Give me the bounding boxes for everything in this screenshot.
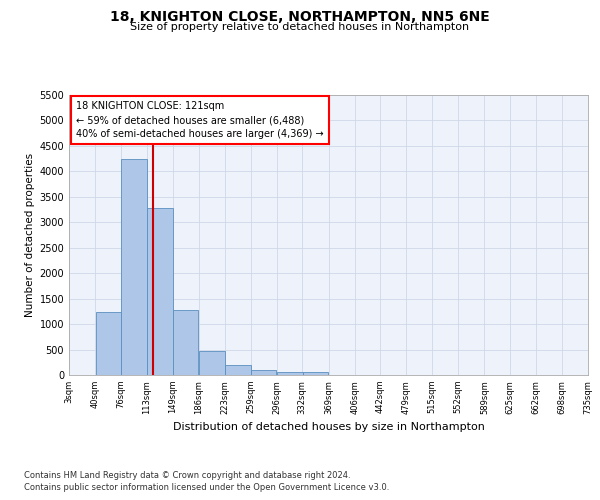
Bar — [225, 365, 251, 375]
Bar — [251, 370, 277, 375]
Bar — [95, 312, 121, 375]
Bar — [173, 310, 199, 375]
Text: Distribution of detached houses by size in Northampton: Distribution of detached houses by size … — [173, 422, 485, 432]
Bar — [302, 372, 328, 375]
Bar — [121, 158, 147, 375]
Y-axis label: Number of detached properties: Number of detached properties — [25, 153, 35, 317]
Text: 18, KNIGHTON CLOSE, NORTHAMPTON, NN5 6NE: 18, KNIGHTON CLOSE, NORTHAMPTON, NN5 6NE — [110, 10, 490, 24]
Text: 18 KNIGHTON CLOSE: 121sqm
← 59% of detached houses are smaller (6,488)
40% of se: 18 KNIGHTON CLOSE: 121sqm ← 59% of detac… — [76, 101, 324, 139]
Bar — [277, 372, 302, 375]
Text: Contains HM Land Registry data © Crown copyright and database right 2024.: Contains HM Land Registry data © Crown c… — [24, 471, 350, 480]
Text: Size of property relative to detached houses in Northampton: Size of property relative to detached ho… — [130, 22, 470, 32]
Bar — [147, 208, 173, 375]
Bar — [199, 351, 224, 375]
Text: Contains public sector information licensed under the Open Government Licence v3: Contains public sector information licen… — [24, 482, 389, 492]
